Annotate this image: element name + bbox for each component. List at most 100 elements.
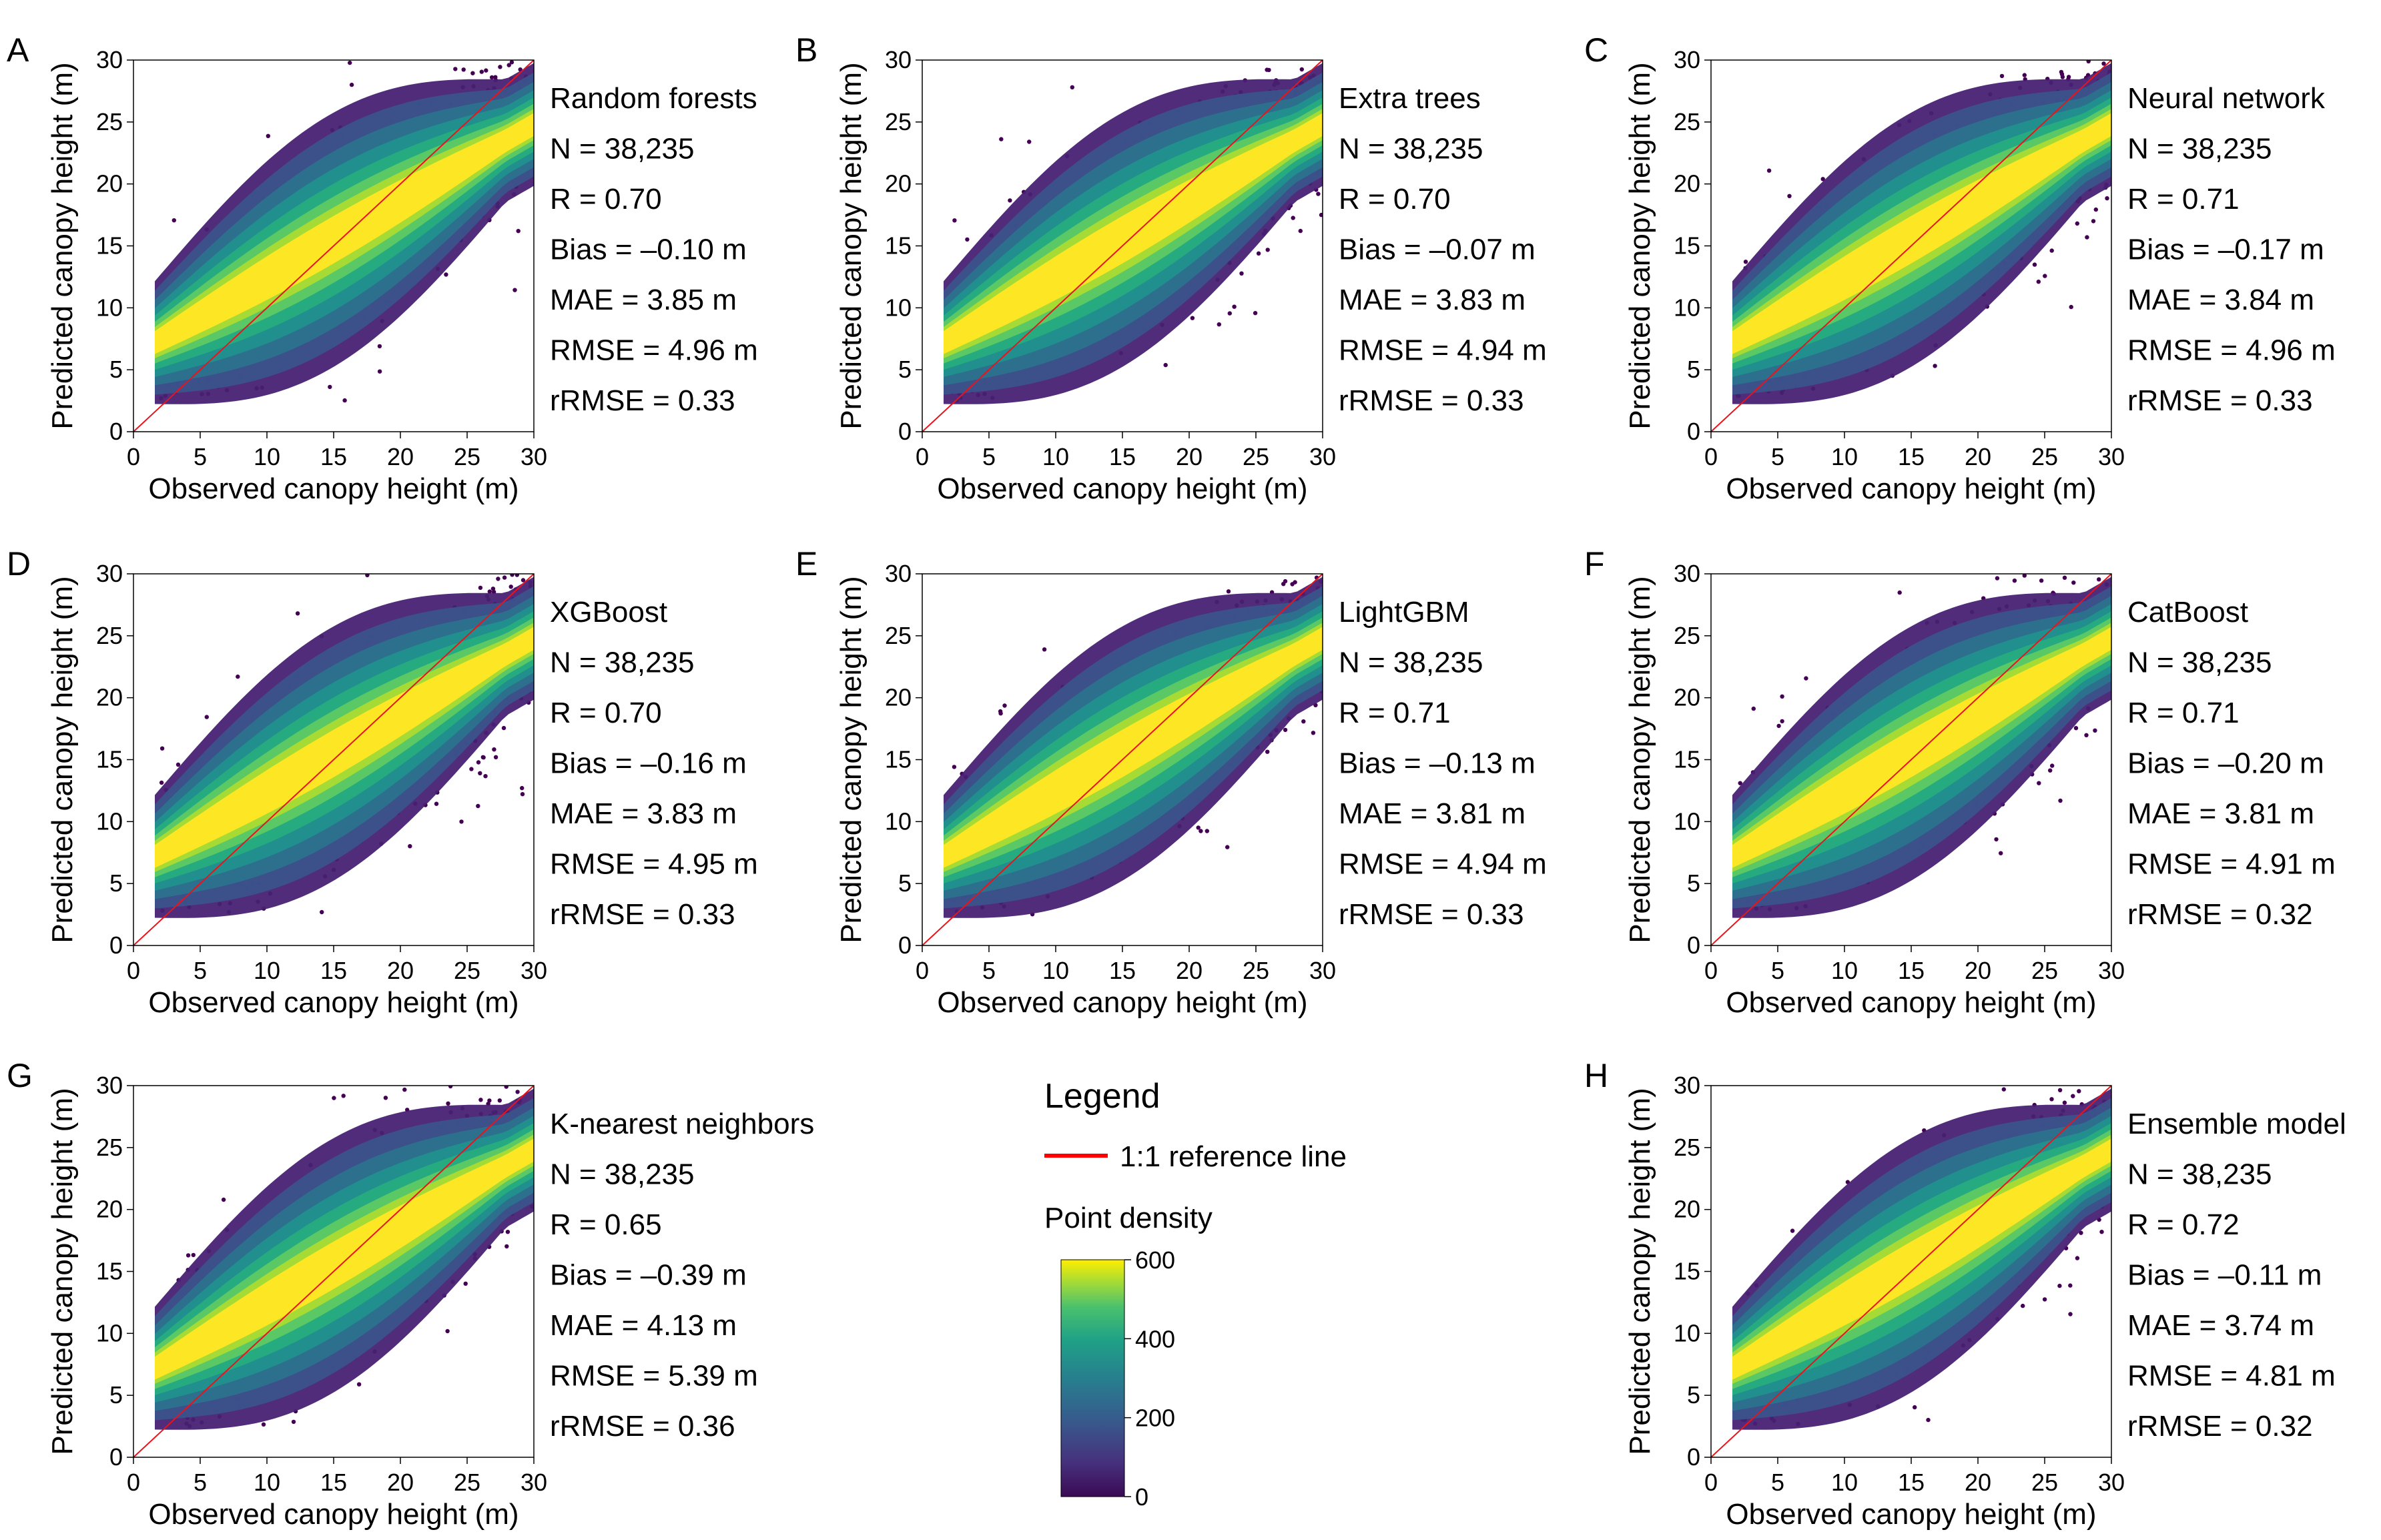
scatter-point [487, 1098, 492, 1103]
stat-line: Bias = –0.20 m [2127, 747, 2324, 780]
scatter-point [1738, 781, 1742, 785]
scatter-point [504, 1244, 509, 1249]
scatter-point [461, 67, 466, 72]
x-tick-label: 15 [1109, 443, 1136, 470]
scatter-point [510, 574, 515, 577]
model-name: LightGBM [1339, 596, 1469, 629]
x-axis-label: Observed canopy height (m) [1726, 472, 2096, 505]
scatter-point [1199, 829, 1203, 833]
y-tick-label: 25 [96, 622, 123, 649]
scatter-point [505, 1230, 511, 1234]
density-layer [944, 113, 1323, 354]
scatter-point [291, 1419, 296, 1425]
scatter-point [332, 1096, 336, 1100]
stat-line: RMSE = 4.91 m [2127, 848, 2336, 881]
scatter-point [2037, 781, 2041, 785]
scatter-point [476, 803, 480, 809]
x-tick-label: 10 [1042, 957, 1069, 984]
y-tick-label: 10 [885, 294, 912, 321]
scatter-point [2032, 262, 2037, 267]
plot-area [133, 574, 534, 945]
reference-line-1to1 [133, 574, 534, 945]
scatter-point [469, 767, 474, 771]
density-layer [155, 627, 534, 868]
plot-area [133, 1086, 534, 1457]
reference-line-1to1 [922, 60, 1323, 432]
x-tick-label: 0 [1704, 957, 1718, 984]
scatter-point [2049, 248, 2054, 253]
scatter-point [1227, 311, 1233, 316]
x-tick-label: 30 [1309, 957, 1336, 984]
x-tick-label: 10 [254, 443, 280, 470]
y-tick-label: 30 [1674, 46, 1700, 73]
scatter-point [1265, 67, 1269, 72]
scatter-point [2022, 73, 2027, 77]
scatter-point [1319, 212, 1323, 218]
scatter-point [478, 771, 482, 776]
scatter-point [186, 1253, 191, 1258]
density-cloud [155, 63, 534, 404]
scatter-point [1265, 248, 1270, 252]
scatter-point [2050, 763, 2055, 768]
scatter-point [1780, 719, 1784, 724]
y-tick-label: 25 [885, 108, 912, 135]
scatter-point [402, 1087, 407, 1092]
y-tick-label: 0 [898, 418, 912, 445]
scatter-point [1743, 260, 1748, 264]
scatter-point [1070, 85, 1075, 89]
scatter-point [1196, 825, 1201, 830]
stat-line: rRMSE = 0.33 [1339, 898, 1524, 931]
y-axis-label: Predicted canopy height (m) [1624, 62, 1656, 429]
x-tick-label: 20 [387, 443, 414, 470]
panel-letter: E [795, 545, 817, 583]
y-tick-label: 30 [1674, 560, 1700, 587]
y-tick-label: 20 [96, 684, 123, 711]
scatter-point [513, 288, 517, 292]
y-tick-label: 15 [96, 232, 123, 260]
x-tick-label: 30 [2098, 957, 2125, 984]
scatter-point [1766, 168, 1772, 173]
scatter-point [487, 589, 492, 594]
scatter-point [480, 755, 485, 760]
scatter-point [497, 1098, 502, 1103]
stat-line: rRMSE = 0.33 [550, 898, 735, 931]
scatter-point [1239, 271, 1244, 276]
scatter-point [502, 575, 507, 580]
x-tick-label: 20 [387, 957, 414, 984]
scatter-point [191, 1252, 196, 1258]
scatter-point [496, 576, 500, 581]
scatter-point [493, 75, 498, 79]
scatter-point [2105, 196, 2109, 201]
scatter-point [1008, 198, 1012, 203]
scatter-point [348, 60, 352, 65]
scatter-point [965, 237, 970, 242]
x-tick-label: 10 [1042, 443, 1069, 470]
scatter-point [1217, 322, 1222, 327]
stat-line: rRMSE = 0.33 [2127, 384, 2313, 417]
y-tick-label: 20 [1674, 684, 1700, 711]
scatter-point [356, 1382, 362, 1387]
scatter-point [1281, 582, 1286, 587]
scatter-point [1751, 706, 1756, 711]
x-tick-label: 15 [1898, 957, 1925, 984]
y-tick-label: 30 [96, 46, 123, 73]
scatter-point [2066, 75, 2071, 79]
x-tick-label: 5 [982, 443, 996, 470]
x-tick-label: 30 [521, 443, 547, 470]
x-tick-label: 25 [1243, 957, 1269, 984]
stat-line: RMSE = 4.95 m [550, 848, 758, 881]
y-axis-label: Predicted canopy height (m) [1624, 576, 1656, 943]
y-tick-label: 25 [1674, 622, 1700, 649]
scatter-point [236, 674, 240, 679]
scatter-point [509, 60, 515, 65]
scatter-point [2012, 579, 2017, 583]
y-tick-label: 25 [96, 108, 123, 135]
reference-line-1to1 [133, 60, 534, 432]
scatter-point [1301, 719, 1306, 724]
scatter-point [2075, 221, 2079, 226]
scatter-point [341, 1094, 346, 1098]
x-tick-label: 25 [454, 957, 480, 984]
y-tick-label: 30 [885, 560, 912, 587]
x-tick-label: 20 [1965, 443, 1991, 470]
